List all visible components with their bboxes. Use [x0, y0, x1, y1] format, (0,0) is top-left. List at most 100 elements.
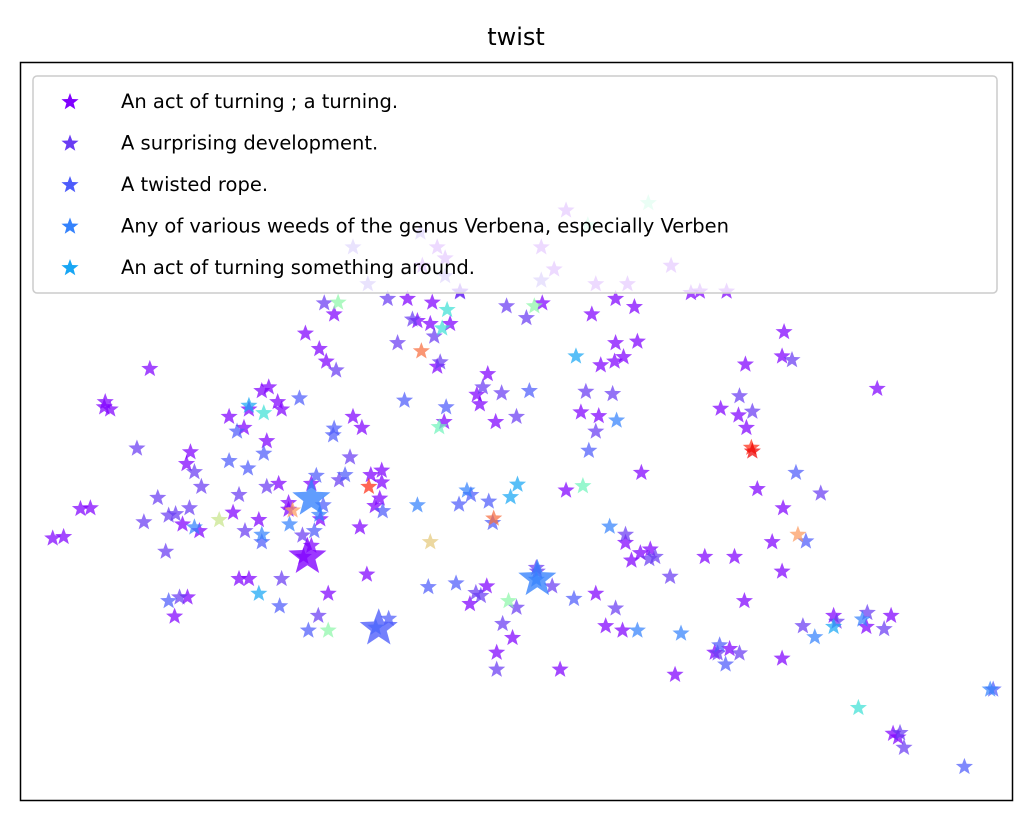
data-point — [773, 649, 791, 666]
data-point — [447, 574, 465, 591]
data-point — [875, 620, 893, 637]
data-point — [487, 412, 505, 430]
data-point — [425, 327, 443, 344]
data-point — [587, 584, 605, 601]
legend-marker — [61, 176, 79, 193]
data-point — [613, 621, 632, 638]
data-point — [180, 499, 199, 516]
data-point — [374, 502, 392, 519]
data-point — [240, 569, 258, 587]
data-point — [190, 522, 208, 539]
data-point — [783, 351, 801, 368]
highlight-point — [288, 536, 327, 573]
data-point — [494, 614, 512, 632]
data-point — [258, 432, 276, 449]
data-point — [398, 289, 417, 307]
data-point — [632, 463, 650, 481]
data-point — [604, 384, 622, 402]
data-point — [493, 384, 511, 401]
data-point — [341, 448, 359, 465]
data-point — [721, 639, 739, 657]
data-point — [517, 309, 535, 326]
data-point — [472, 586, 490, 604]
data-point — [380, 609, 398, 626]
data-point — [797, 532, 815, 549]
data-point — [160, 506, 178, 523]
data-point — [330, 471, 348, 488]
data-point — [141, 359, 159, 377]
data-point — [773, 347, 791, 364]
data-point — [567, 347, 585, 364]
data-point — [981, 680, 999, 697]
data-point — [224, 503, 242, 520]
data-point — [787, 463, 805, 481]
data-point — [672, 624, 690, 641]
data-point — [270, 474, 288, 492]
data-point — [171, 588, 189, 605]
legend-marker — [61, 259, 79, 276]
data-point — [646, 547, 664, 565]
data-point — [177, 454, 196, 472]
data-point — [468, 385, 486, 402]
data-point — [849, 698, 867, 716]
data-point — [480, 492, 498, 509]
data-point — [485, 509, 503, 526]
data-point — [307, 466, 325, 483]
data-point — [230, 485, 248, 503]
data-point — [488, 660, 506, 677]
data-point — [748, 479, 766, 497]
data-point — [235, 418, 253, 436]
data-point — [329, 293, 347, 310]
data-point — [607, 599, 625, 616]
data-point — [296, 324, 314, 341]
data-point — [353, 418, 371, 436]
data-point — [371, 489, 389, 506]
data-point — [255, 404, 273, 421]
data-point — [149, 488, 167, 506]
data-point — [607, 334, 625, 351]
highlight-point — [359, 608, 398, 645]
data-point — [507, 407, 526, 425]
data-point — [868, 379, 886, 397]
data-point — [185, 518, 203, 535]
data-point — [408, 496, 426, 513]
data-point — [430, 418, 448, 435]
data-point — [661, 567, 679, 584]
data-point — [299, 621, 317, 638]
data-point — [479, 365, 497, 382]
data-point — [408, 311, 426, 329]
legend-item: An act of turning ; a turning. — [61, 90, 398, 113]
data-point — [774, 499, 792, 516]
data-point — [210, 510, 228, 528]
data-point — [478, 577, 496, 594]
data-point — [601, 517, 619, 534]
data-point — [160, 592, 178, 609]
data-point — [577, 382, 595, 399]
data-point — [858, 603, 876, 621]
data-point — [412, 342, 430, 359]
data-point — [857, 617, 875, 635]
data-point — [185, 463, 203, 480]
data-point — [565, 589, 583, 607]
legend-marker — [61, 217, 79, 234]
data-point — [498, 297, 516, 314]
highlight-point — [518, 558, 557, 596]
data-point — [236, 522, 254, 539]
data-point — [240, 396, 258, 413]
data-point — [590, 407, 608, 424]
data-point — [373, 461, 391, 478]
data-point — [607, 289, 625, 307]
data-point — [572, 403, 590, 420]
data-point — [622, 551, 641, 568]
data-point — [230, 569, 248, 587]
data-point — [379, 289, 397, 307]
data-point — [775, 323, 793, 340]
data-point — [431, 353, 449, 370]
data-point — [520, 381, 538, 399]
data-point — [269, 393, 287, 410]
data-point — [458, 481, 476, 498]
data-point — [358, 565, 376, 582]
legend-item: A surprising development. — [61, 132, 378, 155]
data-point — [325, 419, 343, 436]
